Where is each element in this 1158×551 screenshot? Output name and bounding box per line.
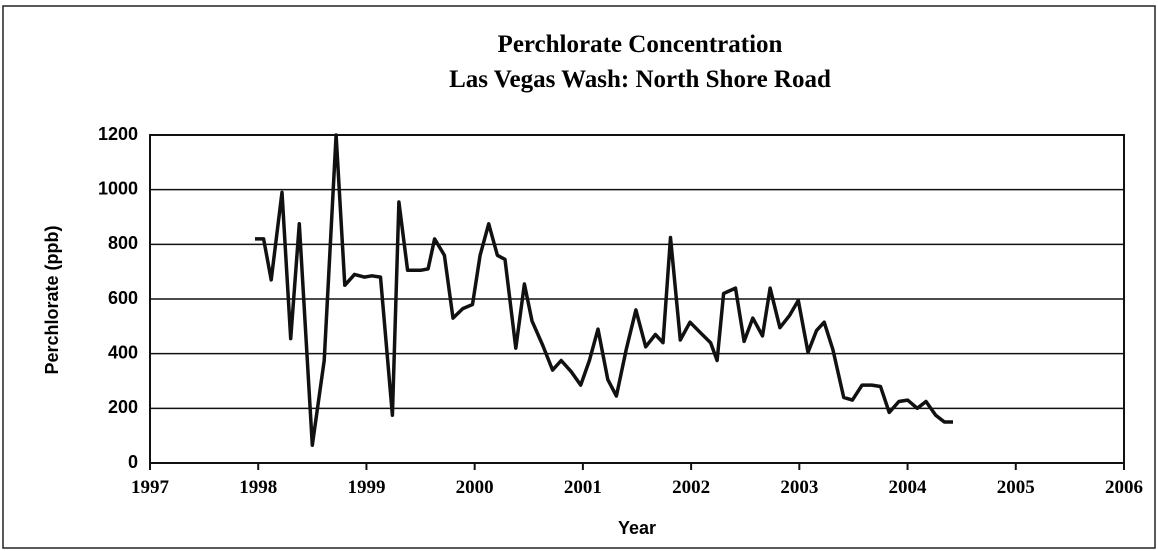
x-tick-label: 2002 [672, 477, 710, 498]
x-tick-label: 1998 [239, 477, 277, 498]
x-tick-label: 2000 [456, 477, 494, 498]
x-tick-label: 2001 [564, 477, 602, 498]
x-tick-label: 2003 [780, 477, 818, 498]
y-axis-label: Perchlorate (ppb) [42, 225, 62, 374]
data-line [255, 133, 953, 447]
x-tick-label: 1999 [347, 477, 385, 498]
y-tick-label: 1200 [98, 124, 138, 144]
y-tick-label: 0 [128, 452, 138, 472]
y-tick-label: 400 [108, 342, 138, 362]
frame [2, 5, 1156, 549]
x-tick-label: 2004 [889, 477, 928, 498]
y-tick-label: 800 [108, 233, 138, 253]
x-tick-label: 2005 [997, 477, 1035, 498]
x-tick-label: 2006 [1105, 477, 1143, 498]
y-tick-label: 1000 [98, 178, 138, 198]
chart-subtitle: Las Vegas Wash: North Shore Road [449, 66, 831, 93]
plot-area [149, 134, 1125, 464]
x-tick-label: 1997 [131, 477, 170, 498]
x-axis-label: Year [618, 518, 656, 538]
y-tick-label: 600 [108, 288, 138, 308]
chart-title: Perchlorate Concentration [498, 31, 783, 58]
y-tick-label: 200 [108, 397, 138, 417]
